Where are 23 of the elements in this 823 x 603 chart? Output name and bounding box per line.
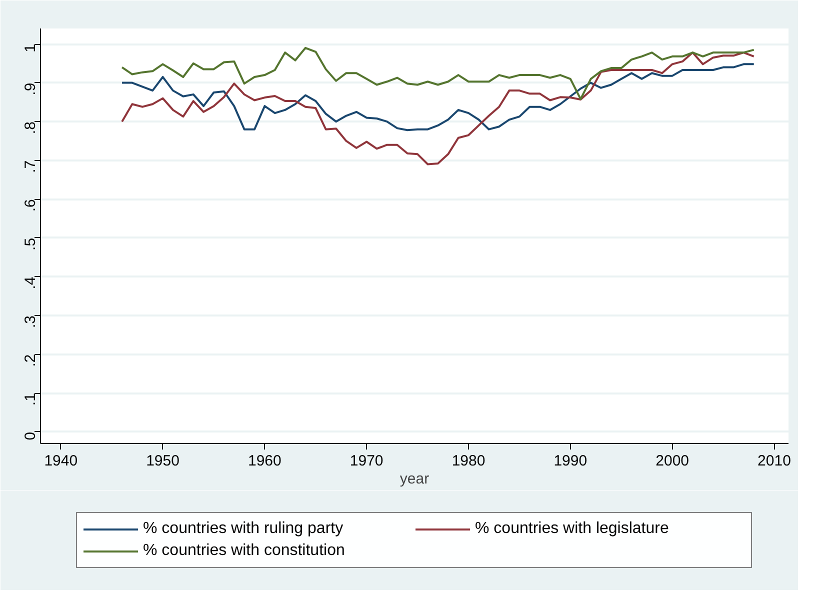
y-tick-label: .5 <box>22 238 39 250</box>
x-tick-label: 1960 <box>248 452 282 470</box>
y-tick-label: .1 <box>22 393 39 406</box>
y-tick-label: .2 <box>22 354 39 367</box>
y-tick-label: .8 <box>22 122 39 134</box>
y-tick-label: .9 <box>22 82 39 96</box>
legend-label: % countries with ruling party <box>143 520 344 538</box>
x-tick-label: 1970 <box>350 452 384 470</box>
legend-label: % countries with legislature <box>475 520 670 538</box>
x-axis-title: year <box>400 470 430 488</box>
x-tick-label: 1980 <box>452 452 486 470</box>
x-tick-label: 1990 <box>554 452 588 470</box>
x-tick-label: 1940 <box>44 452 78 470</box>
y-tick-label: .6 <box>22 199 39 212</box>
y-tick-label: 0 <box>22 432 39 440</box>
y-tick-label: .3 <box>22 316 39 328</box>
y-tick-label: .7 <box>22 160 39 173</box>
y-tick-label: 1 <box>22 44 39 52</box>
x-tick-label: 1950 <box>146 452 180 470</box>
x-tick-label: 2010 <box>758 452 791 470</box>
legend-label: % countries with constitution <box>143 542 346 560</box>
x-tick-label: 2000 <box>656 452 690 470</box>
y-tick-label: .4 <box>22 276 39 290</box>
